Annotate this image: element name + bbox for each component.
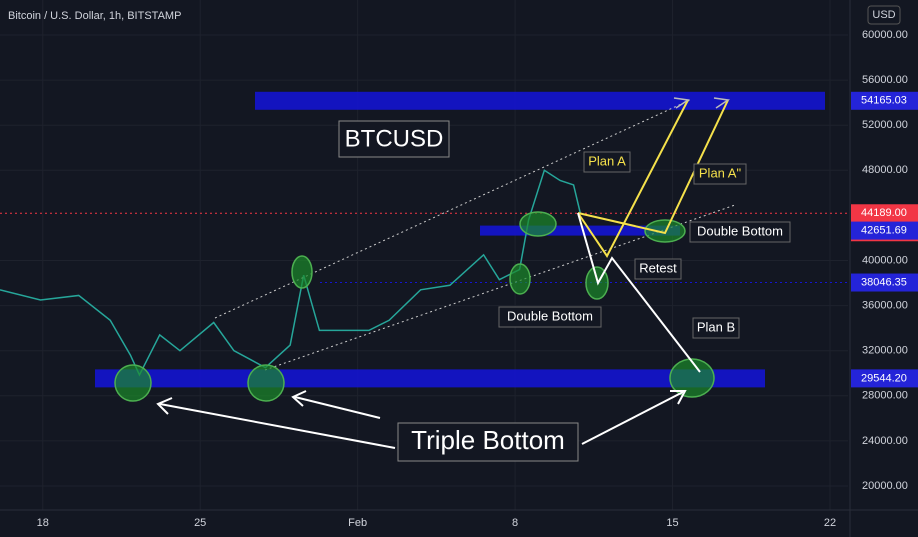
level-label: 44189.00: [861, 207, 907, 219]
y-tick-label: 36000.00: [862, 300, 908, 312]
y-tick-label: 60000.00: [862, 29, 908, 41]
x-tick-label: Feb: [348, 517, 367, 529]
level-tag: [851, 204, 918, 223]
level-tag: [851, 273, 918, 292]
double-bottom-label: Double Bottom: [697, 223, 783, 238]
level-band: [255, 91, 825, 110]
level-label: 29544.20: [861, 372, 907, 384]
axes: 60000.00 56000.00 52000.00 48000.00 40000.00…: [37, 29, 918, 529]
plan-a2-label: Plan A": [699, 165, 742, 180]
x-tick-label: 25: [194, 517, 206, 529]
x-tick-label: 22: [824, 517, 836, 529]
y-tick-label: 56000.00: [862, 74, 908, 86]
y-tick-label: 20000.00: [862, 480, 908, 492]
symbol-label: BTCUSD: [345, 125, 444, 152]
level-tag: [851, 221, 918, 240]
chart-title: Bitcoin / U.S. Dollar, 1h, BITSTAMP: [8, 10, 181, 22]
y-tick-label: 24000.00: [862, 435, 908, 447]
level-tag: [851, 91, 918, 110]
price: [0, 169, 582, 377]
retest-label: Retest: [639, 260, 677, 275]
y-tick-label: 32000.00: [862, 345, 908, 357]
plan-b-label: Plan B: [697, 319, 735, 334]
level-label: 38046.35: [861, 276, 907, 288]
y-tick-label: 48000.00: [862, 164, 908, 176]
level-label: 42651.69: [861, 225, 907, 237]
x-tick-label: 8: [512, 517, 518, 529]
level-band: [480, 225, 680, 236]
price-line: [0, 169, 582, 377]
y-tick-label: 40000.00: [862, 254, 908, 266]
double-bottom-label: Double Bottom: [507, 308, 593, 323]
y-tick-label: 28000.00: [862, 390, 908, 402]
y-tick-label: 52000.00: [862, 119, 908, 131]
plan-a-label: Plan A: [588, 153, 626, 168]
level-label: 54165.03: [861, 95, 907, 107]
level-band: [95, 369, 765, 388]
currency: USD: [872, 9, 895, 21]
currency-box: [867, 5, 901, 25]
triple-bottom-label: Triple Bottom: [411, 425, 565, 455]
annotations: BTCUSD Plan A Plan A" Double Bottom Doub…: [338, 120, 791, 462]
drawings: [114, 97, 736, 449]
x-tick-label: 15: [666, 517, 678, 529]
x-tick-label: 18: [37, 517, 49, 529]
level-tag: [851, 369, 918, 388]
